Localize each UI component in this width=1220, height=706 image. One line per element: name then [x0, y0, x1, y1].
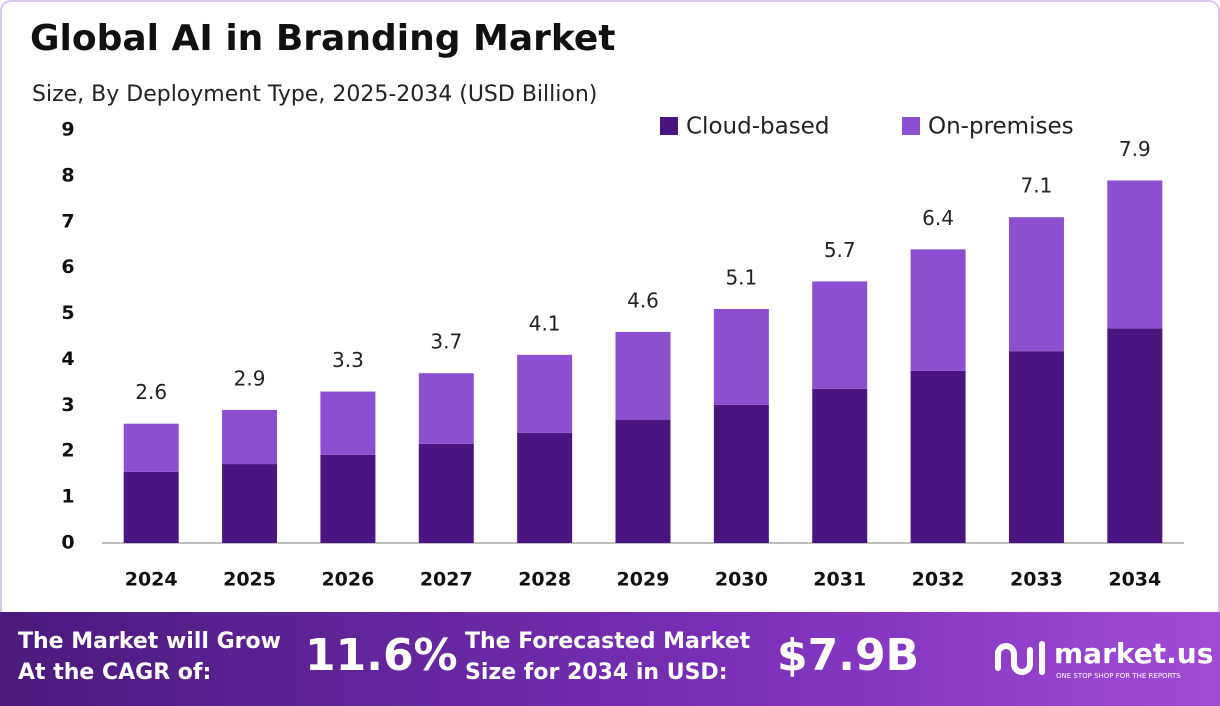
- bar-segment: [812, 388, 868, 543]
- total-label: 7.1: [1021, 174, 1053, 198]
- bar-segment: [222, 409, 278, 465]
- bar-segment: [910, 370, 966, 543]
- y-tick-label: 4: [61, 348, 74, 370]
- footer-label: The Forecasted Market: [465, 629, 751, 654]
- x-tick-label: 2027: [420, 569, 473, 591]
- y-tick-label: 9: [61, 119, 74, 141]
- total-label: 5.1: [725, 265, 757, 289]
- x-tick-label: 2024: [125, 569, 178, 591]
- bar-segment: [517, 354, 573, 433]
- total-label: 2.6: [135, 380, 167, 404]
- logo-icon: [995, 641, 1045, 675]
- brand: market.us: [1054, 637, 1213, 670]
- y-tick-label: 8: [61, 164, 74, 186]
- footer-label: At the CAGR of:: [18, 660, 211, 685]
- bar-segment: [615, 420, 671, 543]
- x-tick-label: 2033: [1010, 569, 1063, 591]
- bar-segment: [1107, 328, 1163, 543]
- bar-segment: [517, 432, 573, 543]
- bar-segment: [320, 391, 376, 455]
- footer-label: Size for 2034 in USD:: [465, 660, 728, 685]
- legend-label: On-premises: [928, 114, 1074, 140]
- y-tick-label: 7: [61, 210, 74, 232]
- chart-subtitle: Size, By Deployment Type, 2025-2034 (USD…: [32, 82, 597, 107]
- bar-segment: [812, 281, 868, 389]
- legend-swatch: [902, 117, 920, 135]
- bar-segment: [615, 331, 671, 421]
- y-tick-label: 0: [61, 532, 74, 554]
- bar-segment: [910, 249, 966, 371]
- y-tick-label: 5: [61, 302, 74, 324]
- bar-segment: [418, 373, 474, 444]
- total-label: 4.6: [627, 288, 659, 312]
- bar-segment: [713, 404, 769, 543]
- tagline: ONE STOP SHOP FOR THE REPORTS: [1056, 672, 1181, 680]
- bar-segment: [222, 464, 278, 543]
- total-label: 2.9: [234, 366, 266, 390]
- total-label: 3.3: [332, 348, 364, 372]
- total-label: 6.4: [922, 206, 954, 230]
- x-tick-label: 2025: [223, 569, 276, 591]
- x-tick-label: 2029: [617, 569, 670, 591]
- chart-title: Global AI in Branding Market: [30, 18, 615, 59]
- total-label: 4.1: [529, 311, 561, 335]
- bar-segment: [418, 443, 474, 543]
- y-tick-label: 3: [61, 394, 74, 416]
- footer-value: 11.6%: [305, 630, 458, 681]
- y-tick-label: 1: [61, 486, 74, 508]
- y-tick-label: 6: [61, 256, 74, 278]
- x-tick-label: 2026: [321, 569, 374, 591]
- footer-band: [0, 612, 1220, 706]
- total-label: 7.9: [1119, 137, 1151, 161]
- bar-segment: [1008, 217, 1064, 352]
- y-tick-label: 2: [61, 440, 74, 462]
- x-tick-label: 2032: [912, 569, 965, 591]
- footer-label: The Market will Grow: [18, 629, 281, 654]
- bar-segment: [1107, 180, 1163, 329]
- bar-segment: [123, 423, 179, 472]
- x-tick-label: 2030: [715, 569, 768, 591]
- legend-label: Cloud-based: [686, 114, 829, 140]
- bar-segment: [320, 454, 376, 543]
- bar-segment: [713, 308, 769, 405]
- footer-value: $7.9B: [777, 630, 919, 681]
- total-label: 3.7: [430, 330, 462, 354]
- bar-segment: [1008, 351, 1064, 543]
- bar-segment: [123, 471, 179, 543]
- x-tick-label: 2028: [518, 569, 571, 591]
- total-label: 5.7: [824, 238, 856, 262]
- x-tick-label: 2034: [1108, 569, 1161, 591]
- x-tick-label: 2031: [813, 569, 866, 591]
- legend-swatch: [660, 117, 678, 135]
